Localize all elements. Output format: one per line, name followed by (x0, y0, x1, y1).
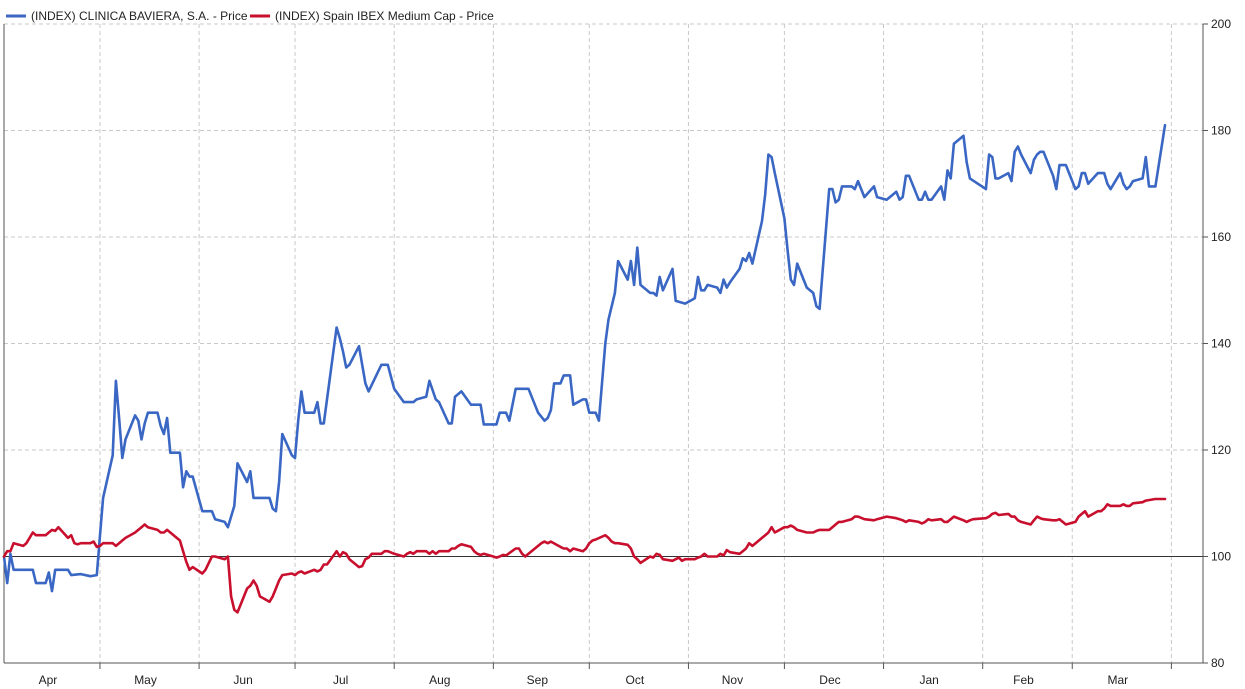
y-tick-label-80: 80 (1211, 656, 1225, 670)
gridlines (4, 23, 1203, 663)
y-tick-label-120: 120 (1211, 443, 1231, 457)
x-tick-label-apr: Apr (39, 673, 58, 687)
axes: 80 100 120 140 160 180 200 Apr May Jun Jul Aug Sep Oc… (3, 17, 1231, 687)
x-tick-label-mar: Mar (1107, 673, 1128, 687)
series-line-clinica-baviera (2, 123, 1167, 593)
x-tick-label-sep: Sep (527, 673, 549, 687)
x-tick-label-jul: Jul (333, 673, 348, 687)
x-tick-label-aug: Aug (429, 673, 450, 687)
x-tick-label-feb: Feb (1013, 673, 1034, 687)
series-line-ibex-medium-cap (2, 497, 1167, 614)
x-tick-label-nov: Nov (722, 673, 743, 687)
y-tick-label-160: 160 (1211, 230, 1231, 244)
x-tick-label-jun: Jun (233, 673, 252, 687)
y-tick-label-100: 100 (1211, 550, 1231, 564)
y-tick-label-140: 140 (1211, 337, 1231, 351)
x-tick-label-may: May (134, 673, 157, 687)
legend-label-ibex-medium-cap: (INDEX) Spain IBEX Medium Cap - Price (275, 9, 494, 23)
x-tick-label-jan: Jan (919, 673, 938, 687)
x-tick-label-dec: Dec (819, 673, 840, 687)
y-tick-label-180: 180 (1211, 124, 1231, 138)
series-lines (2, 123, 1167, 614)
legend: (INDEX) CLINICA BAVIERA, S.A. - Price (I… (6, 9, 494, 23)
legend-label-clinica-baviera: (INDEX) CLINICA BAVIERA, S.A. - Price (31, 9, 248, 23)
y-tick-label-200: 200 (1211, 17, 1231, 31)
x-tick-label-oct: Oct (626, 673, 645, 687)
